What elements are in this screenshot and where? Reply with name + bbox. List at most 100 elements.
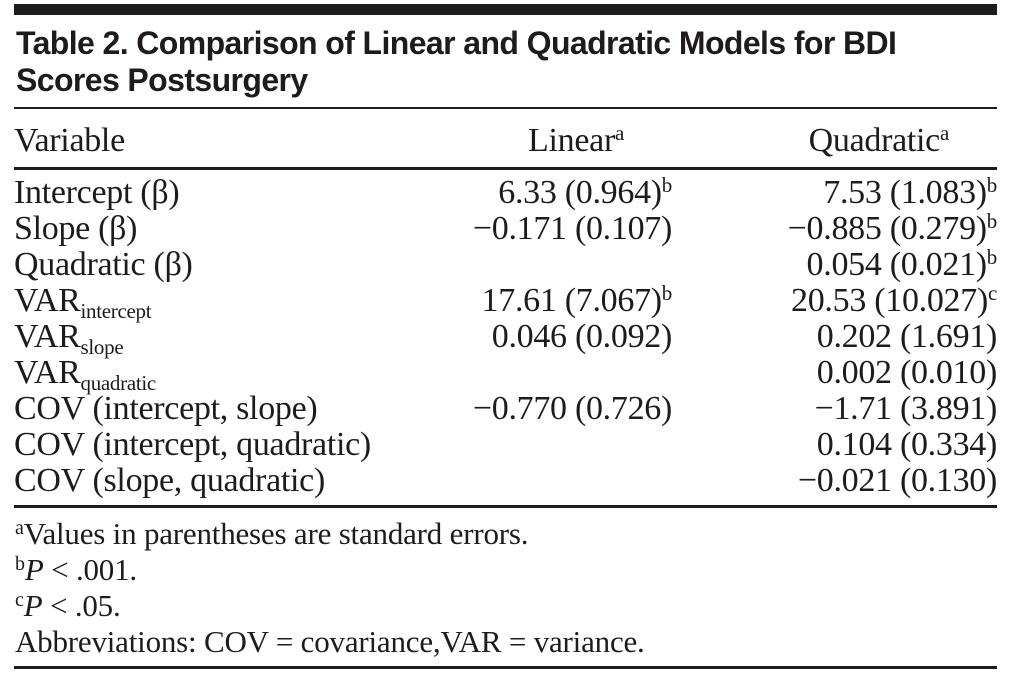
- row-label-subscript: intercept: [80, 299, 152, 323]
- quadratic-value: 20.53 (10.027): [791, 282, 988, 319]
- quadratic-value: −1.71 (3.891): [814, 390, 998, 427]
- linear-value-cell: [434, 355, 672, 391]
- quadratic-value-cell: 0.054 (0.021)b: [672, 245, 998, 283]
- footnote-text: < .05.: [42, 588, 121, 623]
- row-label-cell: Slope (β): [14, 211, 434, 247]
- table-title-line-2: Scores Postsurgery: [16, 62, 308, 98]
- footnote-marker: b: [15, 553, 25, 575]
- linear-value-superscript: b: [661, 173, 673, 197]
- footnote-b: bP < .001.: [15, 552, 997, 588]
- linear-value-cell: 0.046 (0.092): [434, 318, 673, 355]
- linear-value: 6.33 (0.964): [498, 174, 662, 211]
- row-label-cell: VARslope: [14, 318, 434, 358]
- footnote-marker: a: [15, 517, 24, 539]
- quadratic-value: 7.53 (1.083): [823, 174, 987, 211]
- table-header: Variable Lineara Quadratica: [14, 109, 997, 170]
- quadratic-value-superscript: c: [987, 281, 997, 305]
- column-header-variable: Variable: [14, 109, 434, 170]
- table-row-quadratic: Quadratic (β) 0.054 (0.021)b: [14, 247, 997, 283]
- row-label: Slope (β): [14, 210, 138, 247]
- header-label: Quadratic: [808, 122, 941, 159]
- linear-value: 0.046 (0.092): [491, 318, 673, 355]
- quadratic-value-superscript: b: [986, 209, 998, 233]
- footnote-text: Values in parentheses are standard error…: [23, 516, 529, 551]
- bottom-rule: [14, 666, 997, 669]
- row-label: COV (intercept, slope): [14, 390, 318, 427]
- row-label-subscript: slope: [80, 335, 124, 359]
- quadratic-value: 0.104 (0.334): [816, 426, 998, 463]
- title-divider-rule: [14, 107, 997, 109]
- row-label: Intercept (β): [14, 174, 180, 211]
- quadratic-value-cell: −0.885 (0.279)b: [672, 209, 998, 247]
- table-row-var-quadratic: VARquadratic 0.002 (0.010): [14, 354, 998, 394]
- linear-value-cell: 6.33 (0.964)b: [434, 169, 672, 212]
- linear-value-cell: [434, 427, 672, 463]
- linear-value-cell: 17.61 (7.067)b: [434, 281, 673, 319]
- quadratic-value-cell: 0.104 (0.334): [672, 426, 998, 463]
- row-label-cell: VARintercept: [14, 282, 434, 322]
- row-label: VAR: [14, 282, 81, 319]
- table-figure: Table 2. Comparison of Linear and Quadra…: [14, 4, 997, 669]
- quadratic-value-cell: −1.71 (3.891): [672, 390, 998, 427]
- table-row-cov-intercept-quadratic: COV (intercept, quadratic) 0.104 (0.334): [14, 427, 997, 463]
- quadratic-value: 0.002 (0.010): [816, 354, 998, 391]
- row-label-cell: Intercept (β): [14, 169, 434, 212]
- row-label-cell: COV (slope, quadratic): [14, 462, 434, 508]
- table-footnotes: aValues in parentheses are standard erro…: [14, 508, 997, 666]
- linear-value-cell: [434, 247, 672, 283]
- row-label-cell: Quadratic (β): [14, 247, 434, 283]
- table-row-intercept: Intercept (β) 6.33 (0.964)b 7.53 (1.083)…: [14, 169, 997, 212]
- footnote-abbreviations: Abbreviations: COV = covariance,VAR = va…: [15, 624, 997, 660]
- table-row-var-slope: VARslope 0.046 (0.092) 0.202 (1.691): [14, 318, 998, 358]
- column-header-linear: Lineara: [434, 109, 672, 170]
- table-body: Intercept (β) 6.33 (0.964)b 7.53 (1.083)…: [14, 169, 998, 508]
- linear-value-cell: −0.770 (0.726): [434, 391, 672, 427]
- table-row-var-intercept: VARintercept 17.61 (7.067)b 20.53 (10.02…: [14, 281, 997, 322]
- quadratic-value: 0.202 (1.691): [816, 318, 998, 355]
- quadratic-value-superscript: b: [986, 173, 998, 197]
- row-label: Quadratic (β): [14, 246, 193, 283]
- footnote-marker: c: [15, 589, 24, 611]
- row-label-cell: COV (intercept, slope): [14, 391, 434, 427]
- top-rule-bar: [14, 4, 997, 15]
- linear-value-superscript: b: [661, 281, 673, 305]
- quadratic-value: −0.885 (0.279): [787, 210, 987, 247]
- quadratic-value-cell: 20.53 (10.027)c: [672, 283, 997, 319]
- row-label-cell: VARquadratic: [14, 354, 434, 394]
- header-label: Linear: [528, 122, 615, 159]
- row-label: COV (intercept, quadratic): [14, 426, 371, 463]
- footnote-text: < .001.: [43, 552, 137, 587]
- footnote-a: aValues in parentheses are standard erro…: [15, 516, 997, 552]
- header-label: Variable: [14, 122, 125, 159]
- quadratic-value: −0.021 (0.130): [797, 462, 997, 499]
- header-superscript: a: [614, 121, 624, 145]
- header-row: Variable Lineara Quadratica: [14, 109, 997, 170]
- linear-value: −0.770 (0.726): [472, 390, 672, 427]
- linear-value-cell: [434, 463, 672, 508]
- quadratic-value: 0.054 (0.021): [806, 246, 988, 283]
- quadratic-value-superscript: b: [986, 245, 998, 269]
- table-title: Table 2. Comparison of Linear and Quadra…: [14, 15, 997, 107]
- footnote-italic-term: P: [23, 588, 43, 623]
- comparison-table: Variable Lineara Quadratica Intercept (β…: [14, 109, 997, 508]
- row-label: VAR: [14, 354, 81, 391]
- row-label: COV (slope, quadratic): [14, 462, 325, 499]
- footnote-text: Abbreviations: COV = covariance,VAR = va…: [15, 624, 645, 659]
- linear-value: 17.61 (7.067): [481, 282, 663, 319]
- table-row-cov-slope-quadratic: COV (slope, quadratic) −0.021 (0.130): [14, 462, 997, 508]
- column-header-quadratic: Quadratica: [672, 109, 997, 170]
- linear-value: −0.171 (0.107): [472, 210, 672, 247]
- footnote-c: cP < .05.: [15, 588, 997, 624]
- quadratic-value-cell: −0.021 (0.130): [672, 462, 997, 508]
- table-row-slope: Slope (β) −0.171 (0.107) −0.885 (0.279)b: [14, 211, 997, 247]
- quadratic-value-cell: 7.53 (1.083)b: [672, 169, 997, 212]
- table-title-line-1: Table 2. Comparison of Linear and Quadra…: [16, 25, 897, 61]
- table-row-cov-intercept-slope: COV (intercept, slope) −0.770 (0.726) −1…: [14, 391, 997, 427]
- row-label: VAR: [14, 318, 81, 355]
- quadratic-value-cell: 0.202 (1.691): [672, 318, 998, 355]
- row-label-cell: COV (intercept, quadratic): [14, 427, 434, 463]
- row-label-subscript: quadratic: [80, 371, 157, 395]
- header-superscript: a: [939, 121, 949, 145]
- linear-value-cell: −0.171 (0.107): [434, 211, 672, 247]
